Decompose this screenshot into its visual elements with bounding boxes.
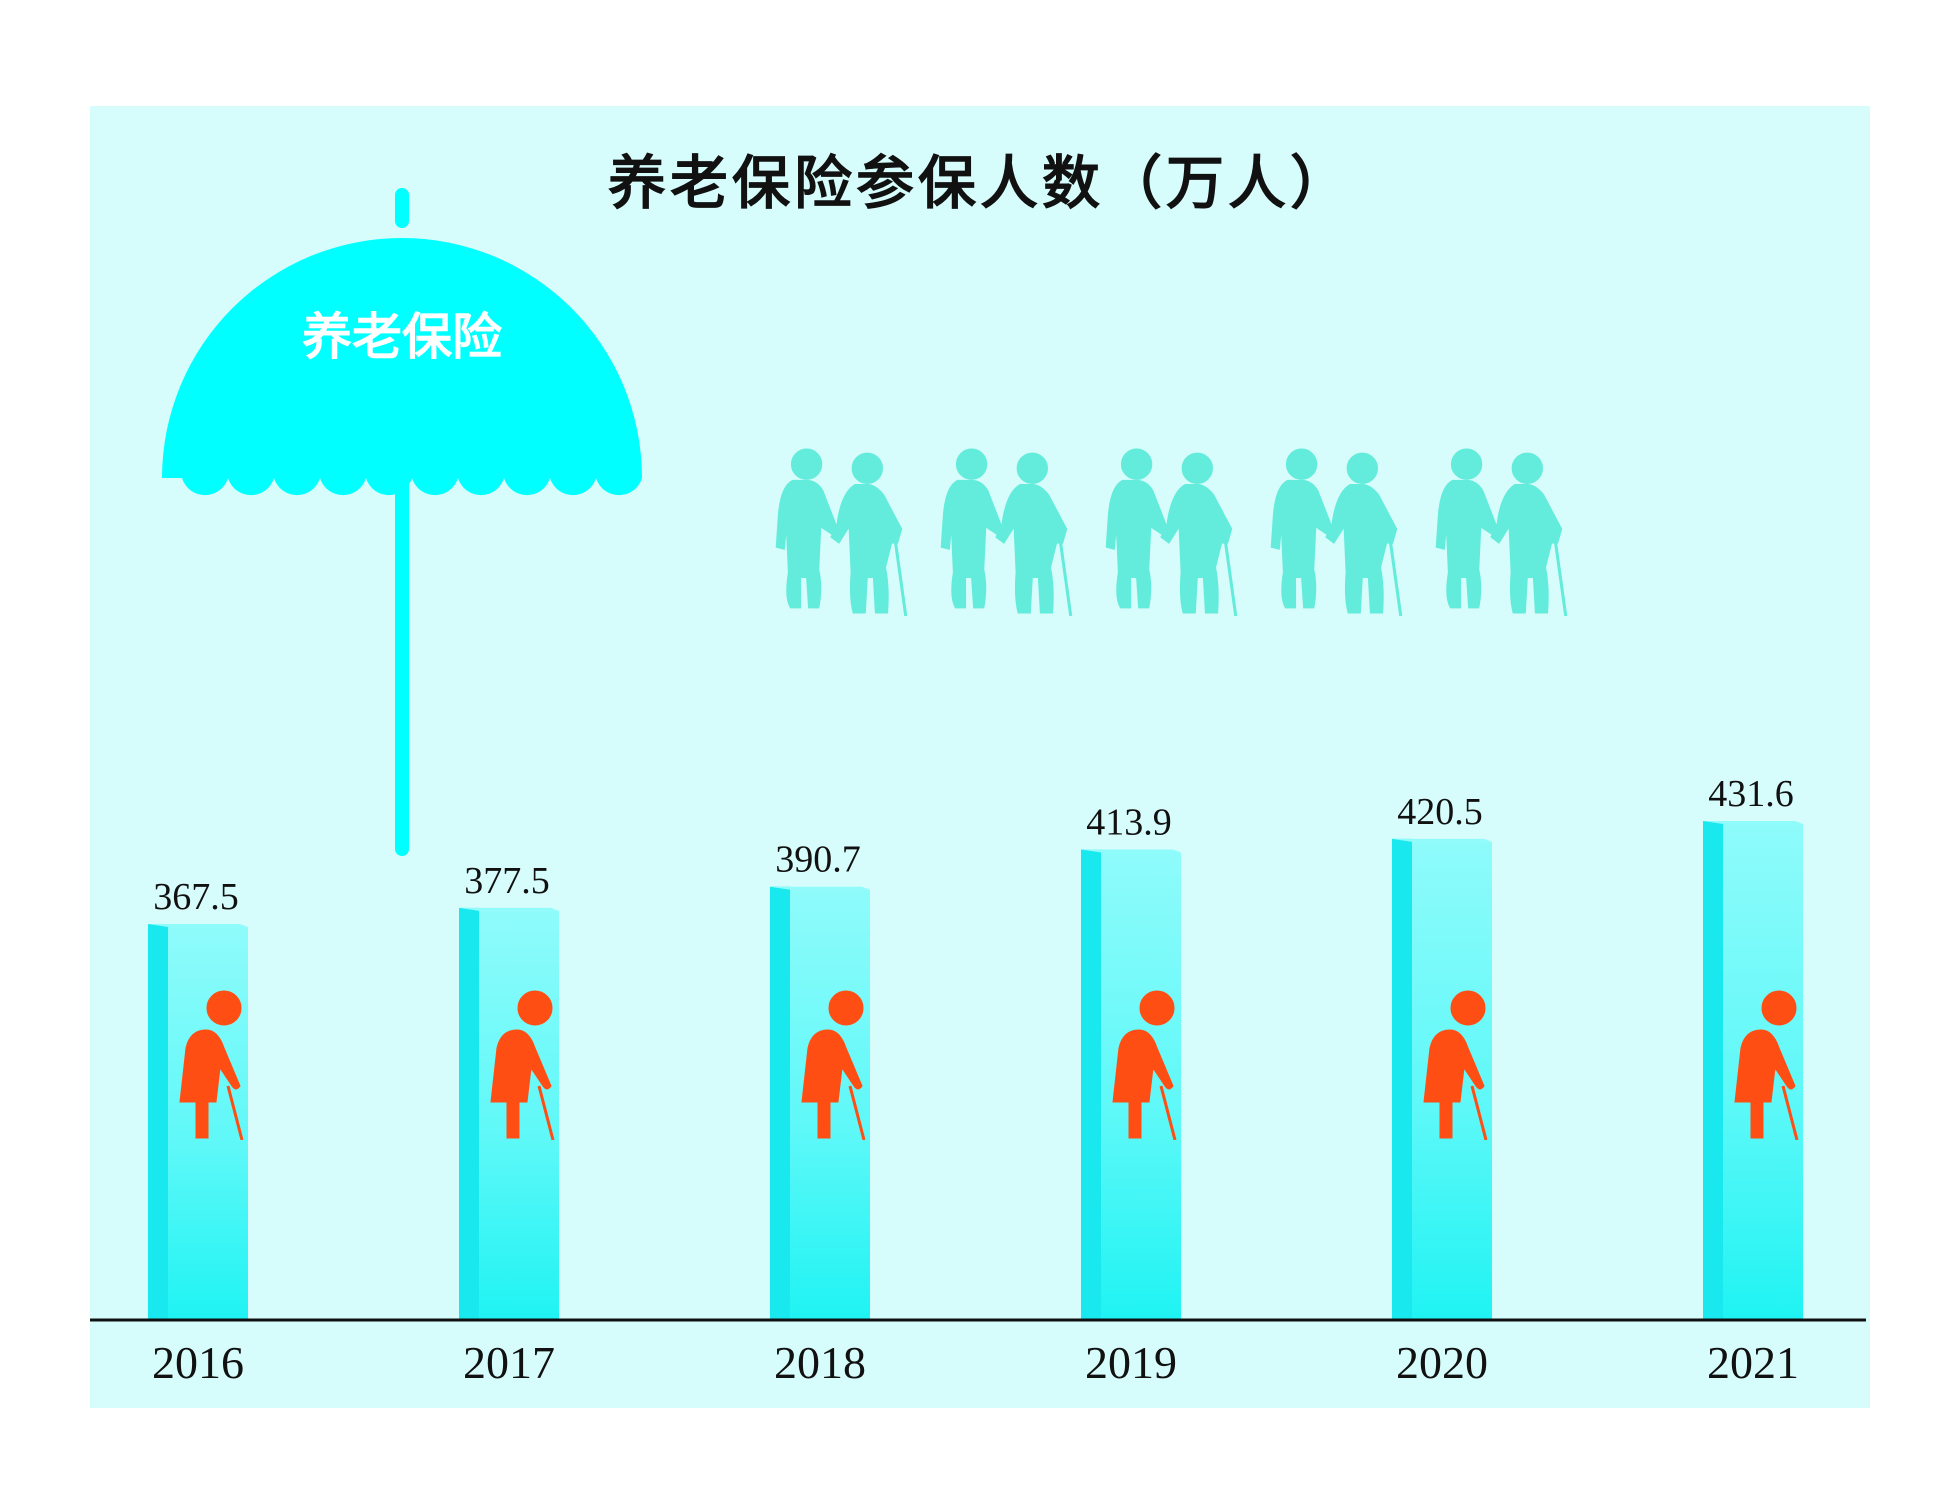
elderly-couple-icon xyxy=(1269,447,1403,618)
bar-top xyxy=(1392,838,1492,842)
bar-top xyxy=(1703,821,1803,824)
data-label: 413.9 xyxy=(1086,801,1172,843)
x-tick-label: 2018 xyxy=(774,1337,866,1388)
elderly-couple-icon xyxy=(774,447,908,618)
bar-top xyxy=(459,907,559,911)
chart-canvas: 养老保险 367.5 2016 377.5 2017 390.7 2018 413.9 201… xyxy=(90,188,1866,1388)
data-label: 367.5 xyxy=(153,876,239,918)
bar xyxy=(770,886,870,1320)
bar-side xyxy=(1081,849,1101,1320)
chart-panel: 养老保险参保人数（万人） xyxy=(90,106,1870,1408)
bar-side xyxy=(1703,821,1723,1320)
bar-top xyxy=(1081,849,1181,853)
bar-top xyxy=(148,924,248,927)
umbrella-label: 养老保险 xyxy=(302,307,503,366)
elderly-couples-group xyxy=(774,447,1568,618)
bar-side xyxy=(148,924,168,1320)
data-label: 377.5 xyxy=(464,860,550,902)
chart-title: 养老保险参保人数（万人） xyxy=(607,149,1352,217)
bar-side xyxy=(770,886,790,1320)
bar-top xyxy=(770,886,870,890)
elderly-couple-icon xyxy=(939,447,1073,618)
x-tick-label: 2016 xyxy=(152,1337,244,1388)
x-tick-label: 2021 xyxy=(1707,1337,1799,1388)
data-label: 390.7 xyxy=(775,839,861,881)
data-label: 431.6 xyxy=(1708,773,1794,815)
x-tick-label: 2020 xyxy=(1396,1337,1488,1388)
elderly-couple-icon xyxy=(1434,447,1568,618)
umbrella-icon xyxy=(162,188,642,856)
x-tick-label: 2019 xyxy=(1085,1337,1177,1388)
x-tick-label: 2017 xyxy=(463,1337,555,1388)
bar-series: 367.5 2016 377.5 2017 390.7 2018 413.9 2019 420.… xyxy=(148,773,1803,1388)
data-label: 420.5 xyxy=(1397,791,1483,833)
bar-side xyxy=(459,907,479,1320)
bar-side xyxy=(1392,838,1412,1320)
elderly-couple-icon xyxy=(1104,447,1238,618)
bar xyxy=(1703,821,1803,1320)
